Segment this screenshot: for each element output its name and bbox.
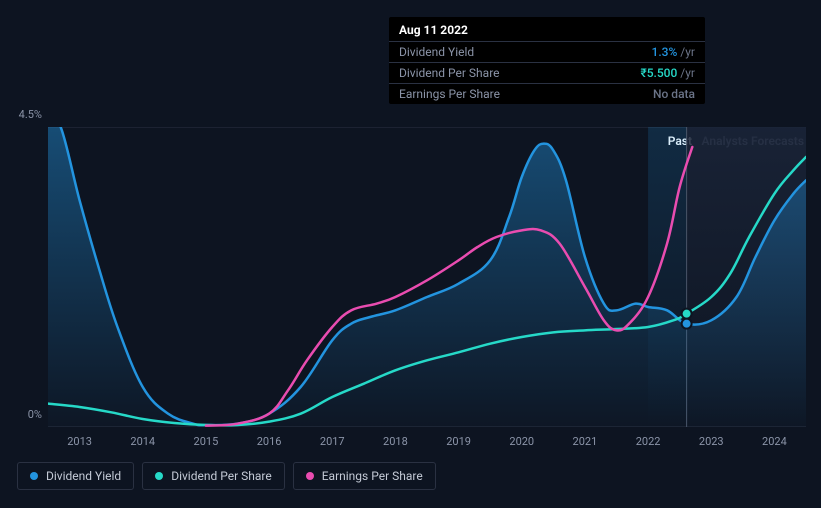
chart-tooltip: Aug 11 2022 Dividend Yield1.3% /yrDivide… [389,17,705,104]
x-axis-tick: 2024 [762,435,787,448]
tooltip-row-value: No data [653,87,695,101]
x-axis-tick: 2013 [67,435,92,448]
tooltip-row: Earnings Per Share No data [389,83,705,104]
legend-item[interactable]: Dividend Per Share [142,462,285,490]
tooltip-row: Dividend Per Share ₹5.500 /yr [389,62,705,83]
x-axis-tick: 2020 [509,435,534,448]
tooltip-row-label: Dividend Per Share [399,66,500,80]
legend-item[interactable]: Earnings Per Share [293,462,436,490]
legend-dot-icon [306,472,314,480]
legend-dot-icon [30,472,38,480]
x-axis-tick: 2014 [130,435,155,448]
legend-item[interactable]: Dividend Yield [17,462,134,490]
legend-label: Dividend Per Share [171,469,272,483]
x-axis-tick: 2017 [320,435,345,448]
x-axis-tick: 2021 [573,435,598,448]
chart-canvas[interactable] [48,127,806,427]
tooltip-date: Aug 11 2022 [389,17,705,41]
chart-legend: Dividend Yield Dividend Per Share Earnings… [17,462,436,490]
legend-label: Dividend Yield [46,469,121,483]
x-axis-tick: 2016 [257,435,282,448]
x-axis-tick: 2018 [383,435,408,448]
tooltip-row-label: Dividend Yield [399,45,474,59]
tooltip-row-label: Earnings Per Share [399,87,500,101]
x-axis-tick: 2023 [699,435,724,448]
legend-label: Earnings Per Share [322,469,423,483]
tooltip-row: Dividend Yield 1.3% /yr [389,41,705,62]
tooltip-row-value: ₹5.500 /yr [640,66,695,80]
x-axis-tick: 2015 [194,435,219,448]
legend-dot-icon [155,472,163,480]
y-axis-label-top: 4.5% [2,108,42,121]
y-axis-label-bottom: 0% [2,408,42,421]
tooltip-row-value: 1.3% /yr [652,45,695,59]
x-axis-tick: 2022 [636,435,661,448]
x-axis-tick: 2019 [446,435,471,448]
